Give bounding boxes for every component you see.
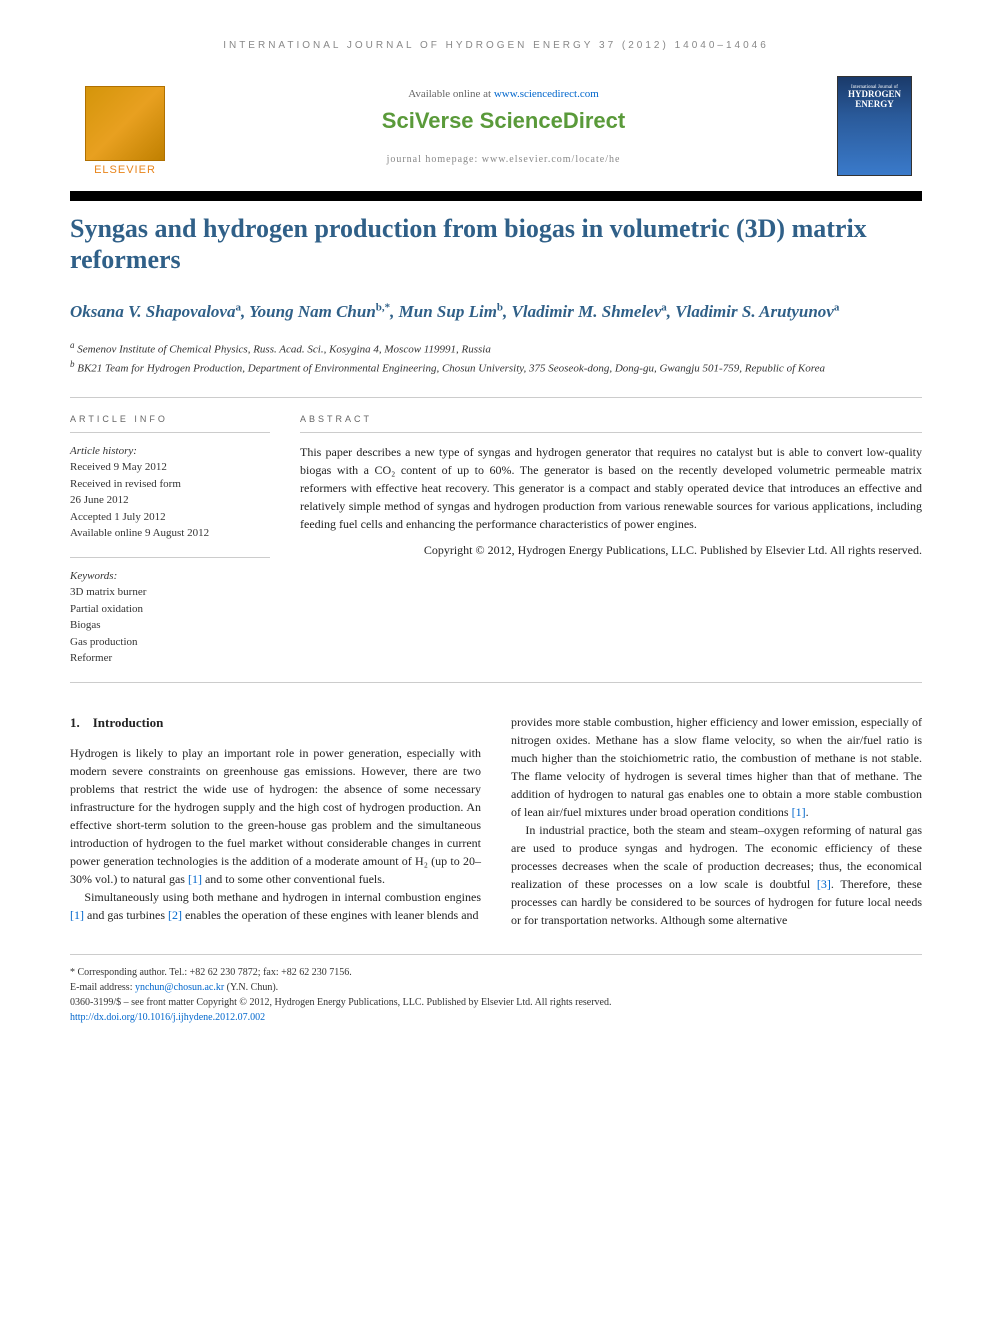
paragraph: provides more stable combustion, higher … — [511, 713, 922, 821]
page-container: INTERNATIONAL JOURNAL OF HYDROGEN ENERGY… — [0, 0, 992, 1065]
black-bar — [70, 191, 922, 201]
sciencedirect-link[interactable]: www.sciencedirect.com — [494, 88, 599, 100]
footer-copyright: 0360-3199/$ – see front matter Copyright… — [70, 995, 922, 1010]
keyword: Gas production — [70, 634, 270, 651]
section-number: 1. — [70, 715, 80, 730]
email-link[interactable]: ynchun@chosun.ac.kr — [135, 982, 224, 993]
available-online: Available online at www.sciencedirect.co… — [170, 88, 837, 100]
journal-cover[interactable]: International Journal of HYDROGEN ENERGY — [837, 76, 912, 176]
affiliations: a Semenov Institute of Chemical Physics,… — [70, 339, 922, 377]
doi-link[interactable]: http://dx.doi.org/10.1016/j.ijhydene.201… — [70, 1012, 265, 1023]
email-suffix: (Y.N. Chun). — [224, 982, 278, 993]
elsevier-label: ELSEVIER — [94, 164, 156, 176]
keyword: Partial oxidation — [70, 601, 270, 618]
running-header: INTERNATIONAL JOURNAL OF HYDROGEN ENERGY… — [70, 40, 922, 51]
ref-link[interactable]: [1] — [792, 805, 806, 819]
info-heading: ARTICLE INFO — [70, 413, 270, 433]
cover-line3: ENERGY — [855, 100, 894, 110]
revised-line1: Received in revised form — [70, 476, 270, 493]
keyword: Biogas — [70, 617, 270, 634]
revised-line2: 26 June 2012 — [70, 492, 270, 509]
online-date: Available online 9 August 2012 — [70, 525, 270, 542]
abstract-heading: ABSTRACT — [300, 413, 922, 433]
corresponding-author: * Corresponding author. Tel.: +82 62 230… — [70, 965, 922, 980]
affiliation-a-text: Semenov Institute of Chemical Physics, R… — [77, 344, 491, 356]
keywords-block: Keywords: 3D matrix burner Partial oxida… — [70, 557, 270, 667]
body-columns: 1. Introduction Hydrogen is likely to pl… — [70, 713, 922, 929]
column-right: provides more stable combustion, higher … — [511, 713, 922, 929]
available-prefix: Available online at — [408, 88, 494, 100]
received-date: Received 9 May 2012 — [70, 459, 270, 476]
elsevier-tree-icon — [85, 86, 165, 161]
abstract-text: This paper describes a new type of synga… — [300, 443, 922, 533]
abstract-copyright: Copyright © 2012, Hydrogen Energy Public… — [300, 541, 922, 559]
ref-link[interactable]: [1] — [188, 872, 202, 886]
article-title: Syngas and hydrogen production from biog… — [70, 213, 922, 275]
section-heading: 1. Introduction — [70, 713, 481, 733]
article-info: ARTICLE INFO Article history: Received 9… — [70, 413, 270, 667]
affiliation-b-text: BK21 Team for Hydrogen Production, Depar… — [77, 363, 825, 375]
history-label: Article history: — [70, 443, 270, 460]
paragraph: Hydrogen is likely to play an important … — [70, 744, 481, 888]
masthead-center: Available online at www.sciencedirect.co… — [170, 88, 837, 165]
paragraph: Simultaneously using both methane and hy… — [70, 888, 481, 924]
masthead: ELSEVIER Available online at www.science… — [70, 76, 922, 176]
footer: * Corresponding author. Tel.: +82 62 230… — [70, 954, 922, 1025]
affiliation-b: b BK21 Team for Hydrogen Production, Dep… — [70, 358, 922, 377]
ref-link[interactable]: [2] — [168, 908, 182, 922]
email-line: E-mail address: ynchun@chosun.ac.kr (Y.N… — [70, 980, 922, 995]
sciverse-logo: SciVerse ScienceDirect — [170, 108, 837, 134]
ref-link[interactable]: [3] — [817, 877, 831, 891]
section-title: Introduction — [93, 715, 164, 730]
accepted-date: Accepted 1 July 2012 — [70, 509, 270, 526]
authors: Oksana V. Shapovalovaa, Young Nam Chunb,… — [70, 300, 922, 324]
keyword: 3D matrix burner — [70, 584, 270, 601]
keyword: Reformer — [70, 650, 270, 667]
email-label: E-mail address: — [70, 982, 135, 993]
affiliation-a: a Semenov Institute of Chemical Physics,… — [70, 339, 922, 358]
ref-link[interactable]: [1] — [70, 908, 84, 922]
keywords-label: Keywords: — [70, 557, 270, 585]
journal-homepage: journal homepage: www.elsevier.com/locat… — [170, 154, 837, 165]
elsevier-logo[interactable]: ELSEVIER — [80, 76, 170, 176]
column-left: 1. Introduction Hydrogen is likely to pl… — [70, 713, 481, 929]
abstract: ABSTRACT This paper describes a new type… — [300, 413, 922, 667]
info-abstract-row: ARTICLE INFO Article history: Received 9… — [70, 397, 922, 683]
paragraph: In industrial practice, both the steam a… — [511, 821, 922, 929]
